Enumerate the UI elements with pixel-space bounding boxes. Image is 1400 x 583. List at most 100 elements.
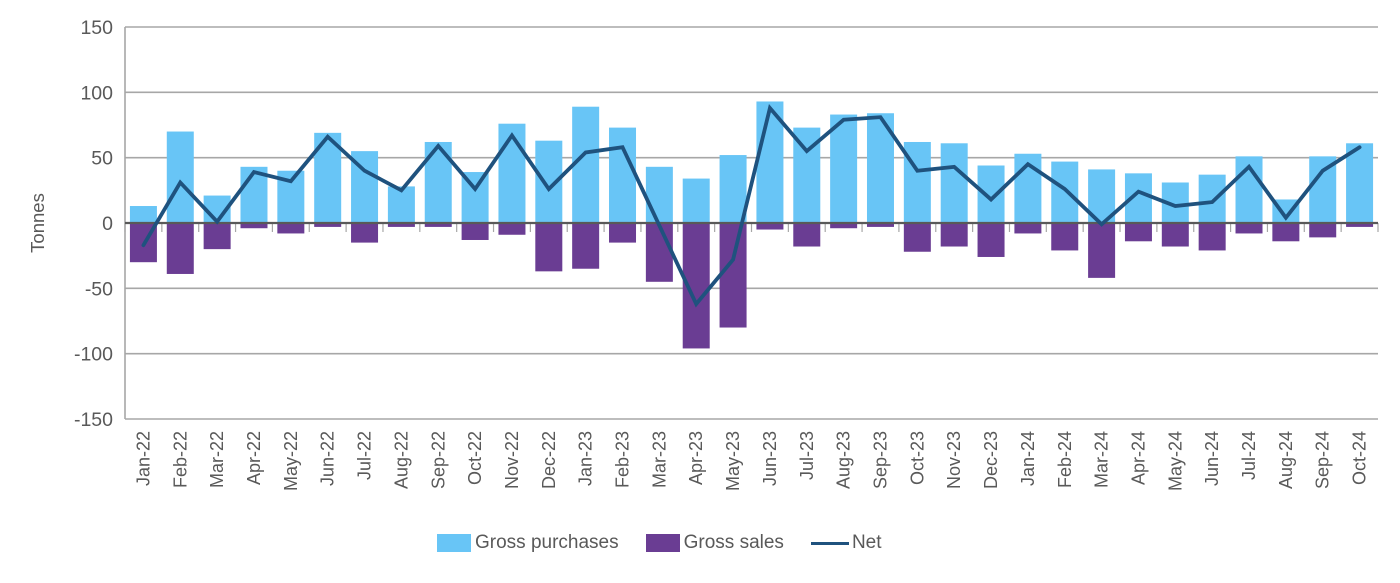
bar-gross-sales: [793, 223, 821, 247]
bar-gross-sales: [1124, 223, 1152, 242]
x-axis-label: Jun-24: [1202, 431, 1222, 486]
bar-gross-purchases: [129, 206, 157, 223]
bar-gross-sales: [461, 223, 489, 240]
x-axis-label: Jul-24: [1239, 431, 1259, 480]
y-axis-tick-label: 150: [80, 17, 113, 39]
bar-gross-sales: [977, 223, 1005, 257]
bar-gross-sales: [866, 223, 894, 227]
x-axis-label: Sep-22: [428, 431, 448, 489]
bar-gross-sales: [572, 223, 600, 269]
chart-legend: Gross purchases Gross sales Net: [437, 530, 882, 556]
x-axis-label: Nov-22: [502, 431, 522, 489]
y-axis-tick-label: 100: [80, 82, 113, 104]
x-axis-label: Aug-22: [391, 431, 411, 489]
y-axis-tick-label: 50: [91, 148, 113, 170]
bar-gross-purchases: [719, 155, 747, 223]
x-axis-label: Jul-22: [355, 431, 375, 480]
x-axis-label: Jan-22: [133, 431, 153, 486]
x-axis-label: May-22: [281, 431, 301, 491]
bar-gross-sales: [1051, 223, 1079, 251]
bar-gross-sales: [756, 223, 784, 230]
x-axis-label: Oct-24: [1350, 431, 1370, 485]
bar-gross-purchases: [977, 165, 1005, 223]
bar-gross-sales: [1272, 223, 1300, 242]
x-axis-label: Feb-22: [170, 431, 190, 488]
y-axis-tick-label: -100: [74, 344, 113, 366]
bar-gross-sales: [1014, 223, 1042, 234]
y-axis-tick-label: -150: [74, 409, 113, 431]
bar-gross-purchases: [1346, 143, 1374, 223]
bar-gross-sales: [1088, 223, 1116, 278]
bar-gross-sales: [903, 223, 931, 252]
x-axis-label: Jun-23: [760, 431, 780, 486]
bar-gross-purchases: [682, 178, 710, 223]
bar-gross-sales: [1161, 223, 1189, 247]
x-axis-label: Apr-22: [244, 431, 264, 485]
bar-gross-sales: [1235, 223, 1263, 234]
net-line-swatch: [810, 541, 849, 545]
x-axis-label: Dec-23: [981, 431, 1001, 489]
x-axis-label: Mar-22: [207, 431, 227, 488]
bar-gross-purchases: [1051, 161, 1079, 223]
legend-item-net: Net: [810, 532, 882, 554]
gross-sales-swatch: [645, 534, 680, 552]
bar-gross-sales: [830, 223, 858, 229]
bar-gross-sales: [203, 223, 231, 250]
bar-gross-sales: [166, 223, 194, 274]
x-axis-label: Mar-23: [649, 431, 669, 488]
x-axis-label: Sep-23: [870, 431, 890, 489]
net-label: Net: [851, 532, 882, 553]
bar-gross-sales: [351, 223, 379, 243]
bar-gross-purchases: [387, 186, 415, 223]
bar-gross-sales: [387, 223, 415, 227]
x-axis-label: Feb-23: [613, 431, 633, 488]
bar-gross-sales: [314, 223, 342, 227]
gross-purchases-swatch: [437, 534, 471, 552]
net-line: [141, 103, 1362, 308]
legend-item-gross-sales: Gross sales: [645, 532, 784, 554]
bar-gross-sales: [609, 223, 637, 243]
gross-sales-label: Gross sales: [683, 532, 784, 553]
x-axis-label: Nov-23: [944, 431, 964, 489]
bar-gross-sales: [240, 223, 268, 229]
y-axis-title: Tonnes: [27, 193, 48, 253]
bar-gross-sales: [645, 223, 673, 282]
bar-gross-sales: [498, 223, 526, 235]
bar-gross-sales: [1346, 223, 1374, 227]
bar-gross-purchases: [830, 114, 858, 223]
bar-gross-sales: [1198, 223, 1226, 251]
bar-gross-purchases: [756, 101, 784, 223]
x-axis-label: Oct-23: [907, 431, 927, 485]
gross-purchases-label: Gross purchases: [475, 532, 619, 553]
x-axis-label: Apr-23: [686, 431, 706, 485]
x-axis-label: Aug-23: [834, 431, 854, 489]
x-axis-label: Aug-24: [1276, 431, 1296, 489]
x-axis-label: Feb-24: [1055, 431, 1075, 488]
x-axis-label: May-24: [1165, 431, 1185, 491]
bar-gross-sales: [719, 223, 747, 328]
legend-item-gross-purchases: Gross purchases: [437, 532, 619, 554]
bar-gross-sales: [424, 223, 452, 227]
bar-gross-purchases: [1198, 174, 1226, 223]
bar-gross-purchases: [940, 143, 968, 223]
x-axis-label: Mar-24: [1092, 431, 1112, 488]
x-axis-label: Jun-22: [318, 431, 338, 486]
bar-gross-purchases: [572, 106, 600, 223]
x-axis-label: Apr-24: [1128, 431, 1148, 485]
bar-gross-purchases: [166, 131, 194, 223]
y-axis-tick-label: -50: [85, 278, 113, 300]
x-axis-label: Sep-24: [1313, 431, 1333, 489]
x-axis-label: Jan-23: [576, 431, 596, 486]
x-axis-label: Dec-22: [539, 431, 559, 489]
x-axis-label: May-23: [723, 431, 743, 491]
x-axis-label: Jul-23: [797, 431, 817, 480]
bar-gross-sales: [277, 223, 305, 234]
x-axis-label: Oct-22: [465, 431, 485, 485]
y-axis-tick-label: 0: [102, 213, 113, 235]
bar-gross-sales: [940, 223, 968, 247]
bar-gross-purchases: [1309, 156, 1337, 223]
bar-gross-purchases: [645, 166, 673, 223]
bar-gross-purchases: [609, 127, 637, 223]
